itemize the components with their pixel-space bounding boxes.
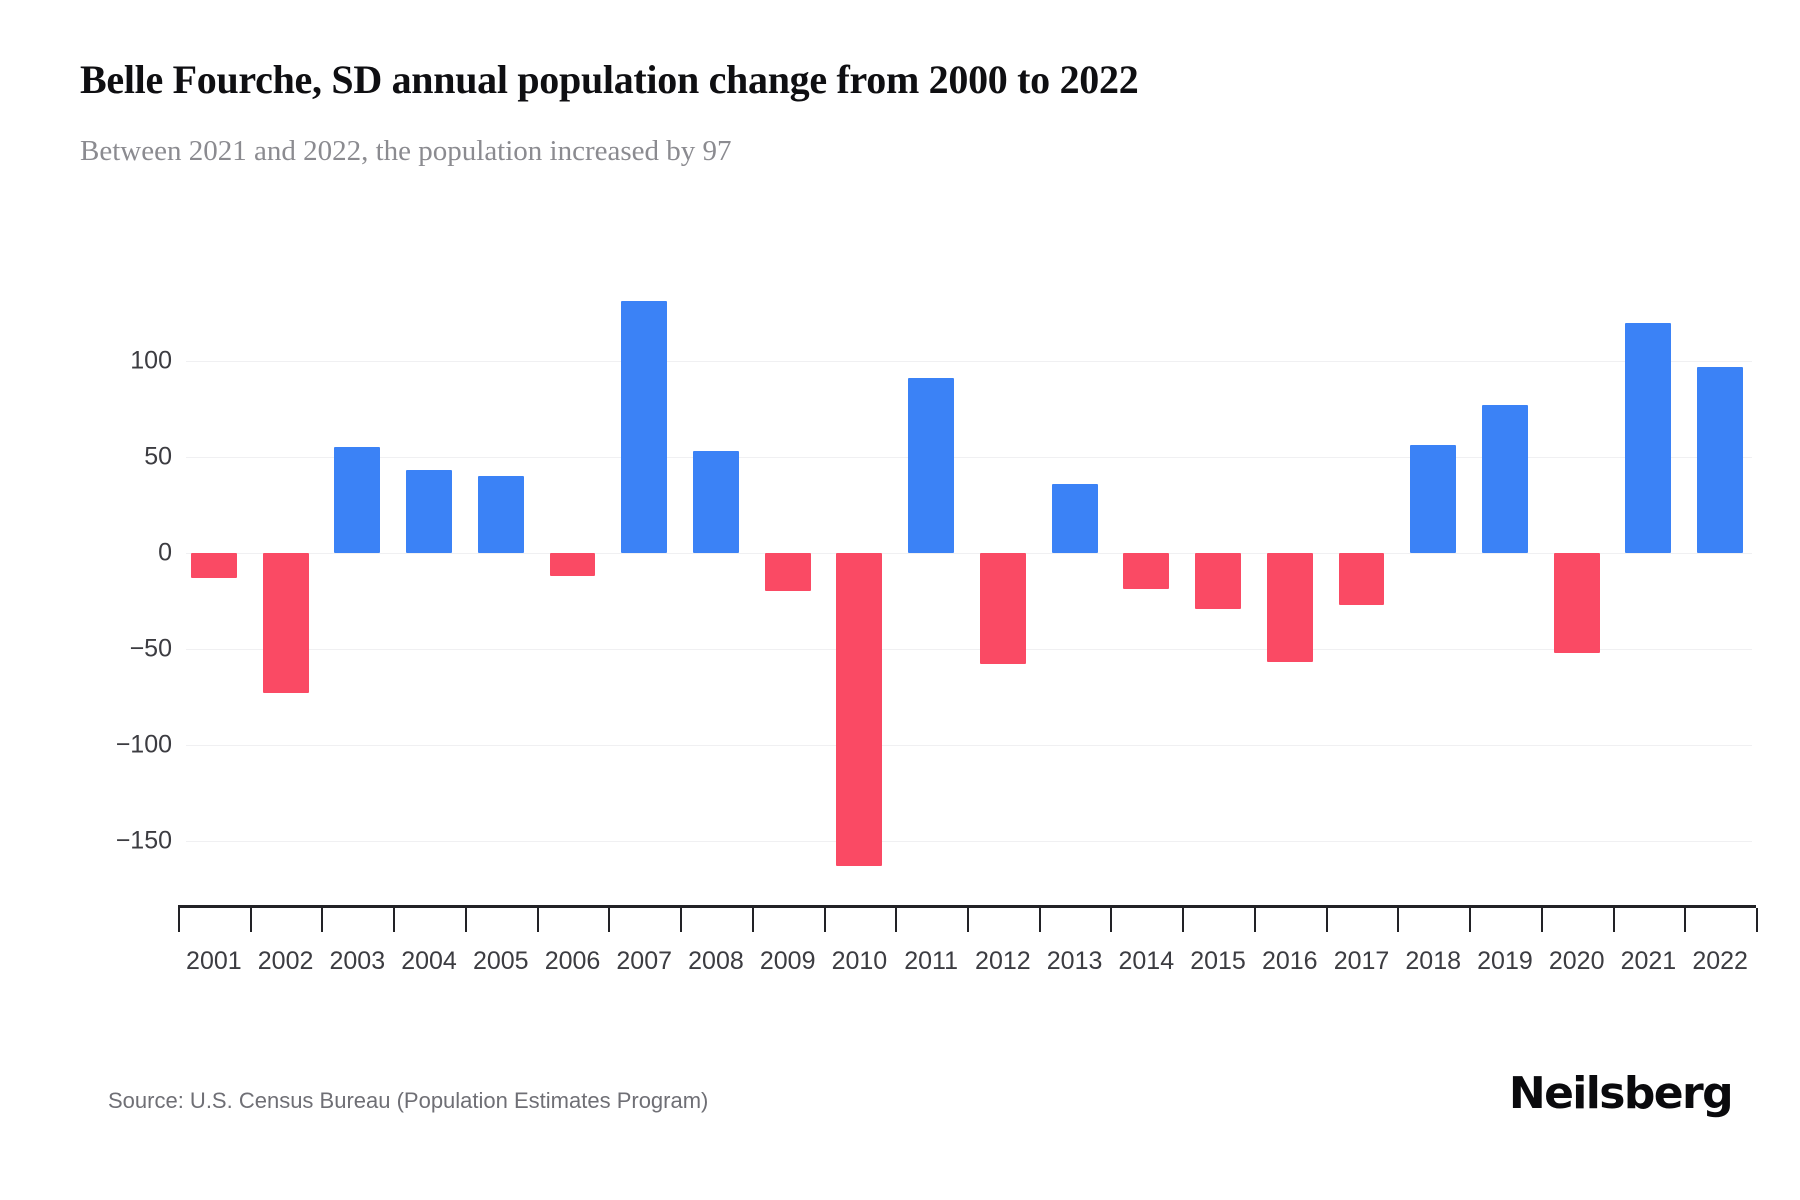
x-axis-tick-label-2011: 2011 xyxy=(904,947,959,975)
x-axis-tick xyxy=(608,908,611,932)
x-axis-tick xyxy=(967,908,969,932)
x-axis-tick-label-2002: 2002 xyxy=(257,947,314,975)
x-axis-tick xyxy=(1038,908,1041,932)
x-axis-tick xyxy=(1756,908,1758,932)
bar-2008[interactable] xyxy=(693,451,739,553)
x-axis-tick xyxy=(249,908,252,932)
bar-2011[interactable] xyxy=(908,378,955,553)
x-axis-tick-label-2010: 2010 xyxy=(831,947,888,975)
x-axis-tick xyxy=(1110,908,1113,932)
x-axis-tick-label-2017: 2017 xyxy=(1333,947,1390,975)
x-axis-tick xyxy=(321,908,324,932)
x-axis-tick xyxy=(680,908,683,932)
x-axis-tick xyxy=(1253,908,1256,932)
y-axis-tick-label: 100 xyxy=(130,346,172,375)
gridline-neg50 xyxy=(186,649,1752,650)
x-axis-tick xyxy=(393,908,396,932)
bar-2020[interactable] xyxy=(1553,553,1600,653)
x-axis-tick-label-2006: 2006 xyxy=(544,947,601,975)
bar-2012[interactable] xyxy=(979,553,1026,665)
bar-2014[interactable] xyxy=(1123,553,1170,590)
x-axis-tick-label-2005: 2005 xyxy=(472,947,529,975)
x-axis-line xyxy=(178,905,1756,908)
x-axis-tick-label-2019: 2019 xyxy=(1477,947,1533,975)
bar-2005[interactable] xyxy=(477,476,524,553)
bar-2017[interactable] xyxy=(1338,553,1385,605)
bar-2019[interactable] xyxy=(1482,405,1528,553)
x-axis-tick xyxy=(751,908,754,932)
bar-2001[interactable] xyxy=(190,553,237,578)
x-axis-tick xyxy=(1612,908,1615,932)
page-subtitle: Between 2021 and 2022, the population in… xyxy=(80,135,732,167)
x-axis-tick-label-2004: 2004 xyxy=(401,947,457,975)
x-axis-tick-label-2008: 2008 xyxy=(688,947,744,975)
x-axis-tick-label-2007: 2007 xyxy=(616,947,673,975)
y-axis-tick-label: −100 xyxy=(115,730,172,759)
bar-2010[interactable] xyxy=(836,553,883,866)
bar-2006[interactable] xyxy=(549,553,596,577)
bar-2013[interactable] xyxy=(1051,483,1098,553)
x-axis-tick xyxy=(1469,908,1472,932)
x-axis-tick xyxy=(823,908,826,932)
x-axis-tick-label-2015: 2015 xyxy=(1190,947,1246,975)
x-axis-tick-label-2012: 2012 xyxy=(975,947,1031,975)
x-axis-tick xyxy=(895,908,898,932)
x-axis-tick-label-2021: 2021 xyxy=(1620,947,1677,975)
x-axis-tick-label-2018: 2018 xyxy=(1405,947,1462,975)
x-axis-tick-label-2013: 2013 xyxy=(1046,947,1103,975)
gridline-neg150 xyxy=(186,841,1752,842)
gridline-0 xyxy=(186,553,1752,554)
y-axis-tick-label: 0 xyxy=(158,538,172,567)
gridline-100 xyxy=(186,361,1752,362)
bar-2003[interactable] xyxy=(334,447,381,553)
bar-2015[interactable] xyxy=(1195,553,1241,609)
y-axis-tick-label: 50 xyxy=(144,442,172,471)
y-axis-tick-label: −150 xyxy=(115,826,172,855)
brand-logo: Neilsberg xyxy=(1508,1068,1734,1119)
x-axis-tick-label-2003: 2003 xyxy=(329,947,386,975)
x-axis-tick xyxy=(1325,908,1328,932)
x-axis-tick xyxy=(1540,908,1543,932)
x-axis-tick xyxy=(464,908,467,932)
x-axis-tick-label-2009: 2009 xyxy=(759,947,816,975)
x-axis-tick xyxy=(1397,908,1400,932)
source-note: Source: U.S. Census Bureau (Population E… xyxy=(108,1088,709,1113)
x-axis-tick xyxy=(1182,908,1185,932)
gridline-50 xyxy=(186,457,1752,458)
x-axis-tick xyxy=(178,908,180,932)
bar-2004[interactable] xyxy=(406,470,452,553)
x-axis-tick-label-2001: 2001 xyxy=(186,947,242,975)
x-axis-tick-label-2016: 2016 xyxy=(1261,947,1318,975)
gridline-neg100 xyxy=(186,745,1752,746)
bar-2021[interactable] xyxy=(1625,322,1672,553)
bar-2018[interactable] xyxy=(1410,445,1457,553)
bar-2022[interactable] xyxy=(1697,366,1744,553)
x-axis-tick-label-2020: 2020 xyxy=(1548,947,1605,975)
bar-2009[interactable] xyxy=(764,553,811,592)
bar-2002[interactable] xyxy=(262,553,309,694)
page-title: Belle Fourche, SD annual population chan… xyxy=(80,57,1139,102)
x-axis-tick-label-2022: 2022 xyxy=(1692,947,1748,975)
bar-2007[interactable] xyxy=(621,301,668,553)
x-axis-tick xyxy=(1684,908,1687,932)
x-axis-tick xyxy=(536,908,539,932)
x-axis-tick-label-2014: 2014 xyxy=(1118,947,1175,975)
y-axis-tick-label: −50 xyxy=(129,634,172,663)
bar-2016[interactable] xyxy=(1266,553,1313,663)
